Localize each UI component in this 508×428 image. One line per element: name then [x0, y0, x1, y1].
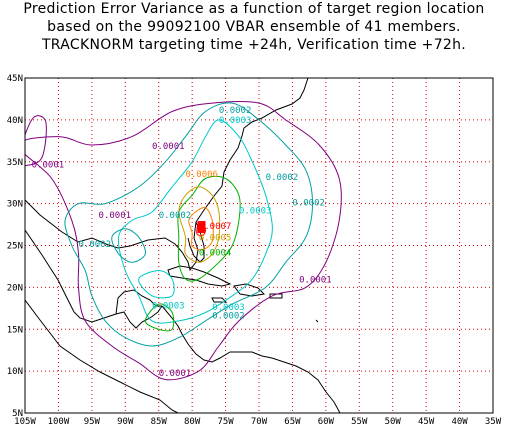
- lat-tick-label: 35N: [7, 158, 23, 168]
- contour-label: 0.0001: [99, 211, 132, 221]
- lon-tick-label: 35W: [485, 417, 502, 427]
- lon-tick-label: 60W: [318, 417, 335, 427]
- lon-tick-label: 80W: [184, 417, 201, 427]
- maximum-marker: [197, 221, 206, 234]
- lon-tick-label: 105W: [14, 417, 36, 427]
- contour-line: [25, 115, 47, 166]
- contour-line: [111, 228, 146, 263]
- contour-line: [178, 186, 221, 263]
- contour-label: 0.0002: [212, 311, 245, 321]
- coastline-florida: [187, 221, 205, 263]
- coastline-yucatan: [115, 289, 162, 315]
- contour-line: [177, 175, 241, 282]
- contour-line: [25, 101, 342, 381]
- lon-tick-label: 70W: [251, 417, 268, 427]
- lat-tick-label: 5N: [12, 409, 23, 419]
- coastline-pacific: [25, 299, 179, 413]
- contour-line: [117, 119, 273, 324]
- contour-label: 0.0001: [159, 369, 192, 379]
- coastline-lesser-antilles: [315, 319, 319, 323]
- lon-tick-label: 65W: [284, 417, 301, 427]
- axis-labels: 105W 100W 95W 90W 85W 80W 75W 70W 65W 60W 55W 50W 45…: [7, 74, 502, 427]
- coastline-central-america: [161, 305, 341, 413]
- lat-tick-label: 40N: [7, 116, 23, 126]
- lon-tick-label: 75W: [217, 417, 234, 427]
- lat-tick-label: 20N: [7, 283, 23, 293]
- contour-label: 0.0007: [199, 222, 232, 232]
- contour-label: 0.0002: [78, 240, 111, 250]
- contour-labels: 0.00010.00010.00010.00010.00010.00020.00…: [32, 106, 332, 379]
- lat-tick-label: 25N: [7, 242, 23, 252]
- contour-label: 0.0006: [185, 170, 218, 180]
- contour-line: [188, 206, 214, 251]
- lat-tick-label: 10N: [7, 367, 23, 377]
- coastline-cuba: [167, 265, 232, 287]
- contour-label: 0.0001: [299, 275, 332, 285]
- contour-label: 0.0002: [292, 198, 325, 208]
- lon-tick-label: 95W: [84, 417, 101, 427]
- contour-label: 0.0003: [239, 207, 272, 217]
- contour-label: 0.0005: [199, 233, 232, 243]
- coastline-hispaniola: [233, 283, 266, 297]
- contour-label: 0.0004: [199, 249, 232, 259]
- contour-label: 0.0002: [159, 211, 192, 221]
- lon-tick-label: 100W: [48, 417, 70, 427]
- title-line-1: Prediction Error Variance as a function …: [23, 1, 485, 17]
- lat-tick-label: 45N: [7, 74, 23, 84]
- lon-tick-label: 85W: [151, 417, 168, 427]
- contour-line: [64, 102, 314, 347]
- lat-tick-label: 30N: [7, 200, 23, 210]
- title-line-3: TRACKNORM targeting time +24h, Verificat…: [41, 37, 467, 53]
- contour-label: 0.0003: [219, 116, 252, 126]
- contours: [25, 101, 342, 381]
- lon-tick-label: 50W: [385, 417, 402, 427]
- lon-tick-label: 45W: [418, 417, 435, 427]
- lon-tick-label: 55W: [351, 417, 368, 427]
- contour-label: 0.0003: [152, 301, 185, 311]
- map-frame: [24, 77, 494, 414]
- coastline-jamaica: [211, 297, 228, 303]
- lon-tick-label: 90W: [117, 417, 134, 427]
- contour-label: 0.0002: [219, 106, 252, 116]
- title-line-2: based on the 99092100 VBAR ensemble of 4…: [47, 19, 461, 35]
- contour-label: 0.0003: [212, 303, 245, 313]
- contour-line: [144, 303, 175, 332]
- lat-tick-label: 15N: [7, 325, 23, 335]
- contour-label: 0.0001: [152, 142, 185, 152]
- lon-tick-label: 40W: [451, 417, 468, 427]
- coastline-mexico: [25, 229, 163, 329]
- contour-label: 0.0001: [32, 161, 65, 171]
- map-title: Prediction Error Variance as a function …: [0, 0, 508, 54]
- contour-line: [138, 270, 175, 299]
- contour-label: 0.0002: [266, 173, 299, 183]
